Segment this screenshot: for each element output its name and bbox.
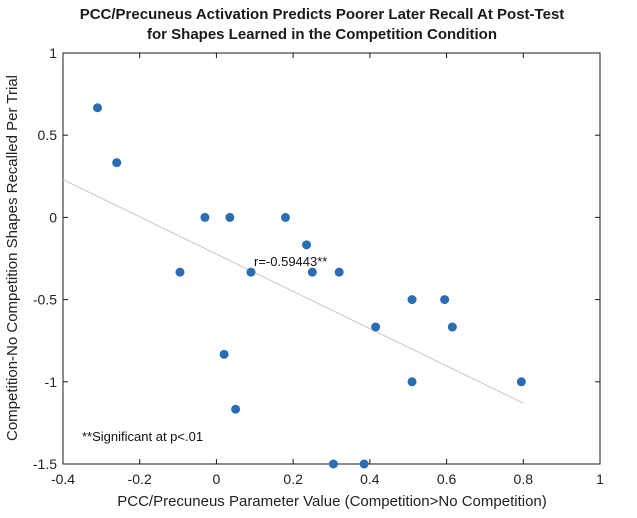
x-axis-label: PCC/Precuneus Parameter Value (Competiti…: [117, 493, 547, 510]
y-tick-label: -0.5: [33, 292, 57, 308]
data-point: [407, 377, 417, 387]
data-point: [334, 267, 344, 277]
data-point: [302, 240, 312, 250]
plot-area: [62, 52, 601, 465]
data-point: [93, 103, 103, 113]
data-point: [219, 349, 229, 359]
data-point: [440, 295, 450, 305]
chart-title-line1: PCC/Precuneus Activation Predicts Poorer…: [80, 6, 565, 23]
data-point: [231, 404, 241, 414]
data-point: [307, 267, 317, 277]
chart-title-line2: for Shapes Learned in the Competition Co…: [147, 26, 497, 43]
data-point: [200, 212, 210, 222]
data-point: [371, 322, 381, 332]
y-tick-label: 1: [49, 45, 57, 61]
data-point: [112, 158, 122, 168]
data-point: [407, 295, 417, 305]
x-tick-label: -0.4: [51, 471, 75, 487]
data-point: [175, 267, 185, 277]
x-tick-label: 0.2: [283, 471, 303, 487]
data-point: [359, 459, 369, 469]
data-point: [225, 212, 235, 222]
regression-line: [62, 179, 524, 404]
data-point: [516, 377, 526, 387]
x-tick-label: 1: [596, 471, 604, 487]
y-tick-label: -1.5: [33, 456, 57, 472]
data-point: [280, 212, 290, 222]
data-point: [328, 459, 338, 469]
x-tick-label: 0.4: [360, 471, 380, 487]
data-point: [447, 322, 457, 332]
y-tick-label: -1: [45, 374, 58, 390]
x-tick-label: 0.8: [514, 471, 534, 487]
correlation-label: r=-0.59443**: [254, 254, 327, 269]
y-tick-label: 0: [49, 209, 57, 225]
y-tick-label: 0.5: [38, 127, 58, 143]
x-tick-label: 0: [213, 471, 221, 487]
significance-note: **Significant at p<.01: [82, 429, 203, 444]
x-tick-label: 0.6: [437, 471, 457, 487]
y-axis-label: Competition-No Competition Shapes Recall…: [4, 75, 21, 441]
x-tick-label: -0.2: [128, 471, 152, 487]
data-point: [246, 267, 256, 277]
